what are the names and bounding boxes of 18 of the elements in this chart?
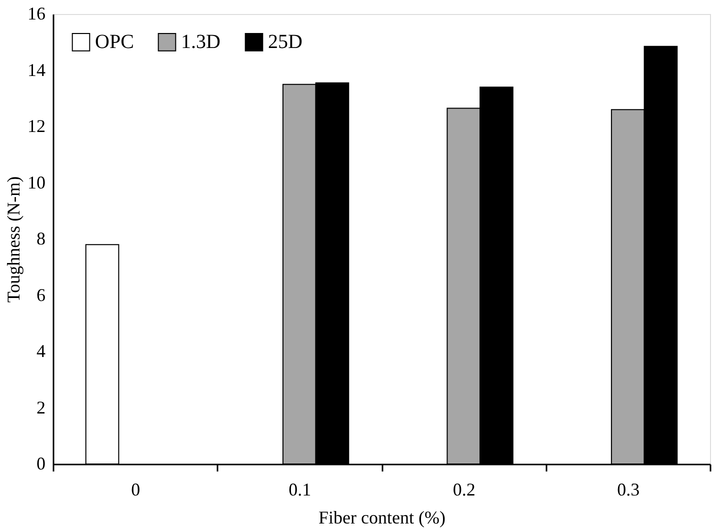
x-tick-label: 0.1: [288, 480, 312, 500]
y-tick-label: 14: [28, 60, 46, 80]
y-tick-label: 0: [36, 454, 46, 474]
legend-label: 1.3D: [181, 31, 220, 54]
y-axis-title: Toughness (N-m): [4, 176, 24, 303]
y-tick-label: 4: [36, 341, 46, 361]
y-tick-label: 8: [36, 228, 46, 248]
legend-label: OPC: [95, 31, 134, 54]
y-tick-label: 12: [28, 116, 46, 136]
y-tick-label: 2: [36, 397, 46, 418]
x-tick-label: 0: [131, 480, 140, 500]
y-tick-label: 16: [28, 4, 46, 24]
x-tick-label: 0.2: [452, 480, 476, 500]
legend-label: 25D: [268, 31, 302, 54]
x-axis-title: Fiber content (%): [318, 508, 446, 528]
y-tick-label: 6: [36, 284, 46, 305]
y-tick-label: 10: [28, 172, 46, 192]
x-tick-label: 0.3: [617, 480, 640, 500]
